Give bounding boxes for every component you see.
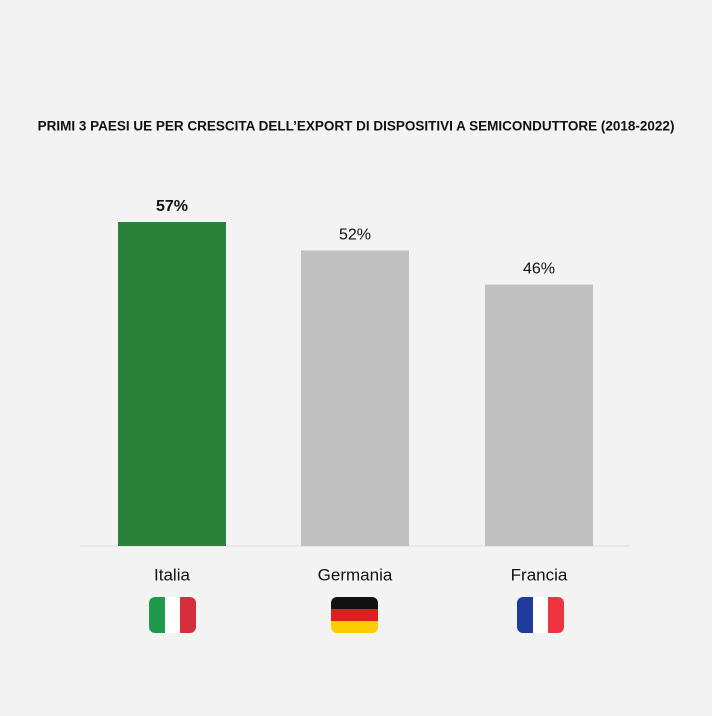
x-tick-label: Germania xyxy=(318,565,393,584)
flag-italy xyxy=(149,597,196,633)
value-label: 57% xyxy=(156,198,188,215)
value-label: 52% xyxy=(339,227,371,244)
value-label: 46% xyxy=(523,261,555,278)
flag-france xyxy=(517,597,564,633)
bar xyxy=(485,284,593,546)
bar xyxy=(301,250,409,546)
flag-germany xyxy=(331,597,378,633)
x-tick-label: Francia xyxy=(511,565,568,584)
chart-title: PRIMI 3 PAESI UE PER CRESCITA DELL’EXPOR… xyxy=(38,119,675,134)
x-tick-label: Italia xyxy=(154,565,190,584)
bar xyxy=(118,222,226,546)
